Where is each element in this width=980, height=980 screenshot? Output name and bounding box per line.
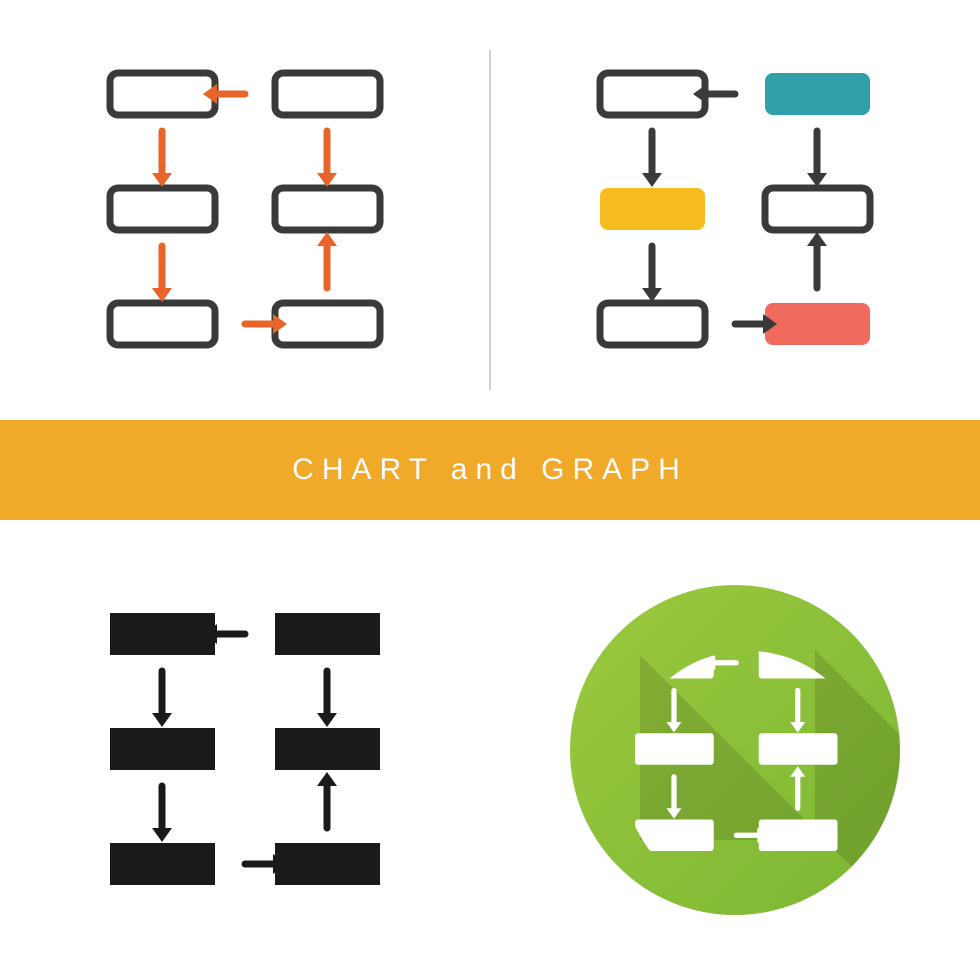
arrowhead-icon — [152, 828, 172, 842]
variant-solid-black — [0, 520, 490, 980]
flow-box — [275, 303, 380, 345]
flow-box — [600, 188, 705, 230]
flow-box — [759, 820, 838, 852]
flow-box — [600, 303, 705, 345]
arrowhead-icon — [203, 84, 217, 104]
flow-box — [765, 73, 870, 115]
arrowhead-icon — [273, 314, 287, 334]
flow-box — [275, 188, 380, 230]
arrowhead-icon — [693, 84, 707, 104]
flow-box — [765, 303, 870, 345]
flow-box — [635, 820, 714, 852]
arrowhead-icon — [807, 232, 827, 246]
variant-outline-orange — [0, 0, 490, 420]
flow-box — [110, 303, 215, 345]
variant-circle-green — [490, 520, 980, 980]
flow-box — [275, 728, 380, 770]
flow-box — [759, 733, 838, 765]
flow-box — [765, 188, 870, 230]
flow-box — [600, 73, 705, 115]
flow-box — [275, 843, 380, 885]
flow-box — [110, 188, 215, 230]
bottom-divider — [489, 70, 491, 390]
title-banner: CHART and GRAPH — [0, 420, 980, 520]
arrowhead-icon — [317, 232, 337, 246]
flow-box — [635, 733, 714, 765]
flow-box — [275, 613, 380, 655]
flow-box — [275, 73, 380, 115]
flow-box — [110, 728, 215, 770]
banner-text: CHART and GRAPH — [292, 453, 688, 487]
bottom-row — [0, 520, 980, 980]
flow-box — [110, 613, 215, 655]
flow-box — [110, 73, 215, 115]
flow-box — [110, 843, 215, 885]
arrowhead-icon — [642, 173, 662, 187]
variant-outline-colored — [490, 0, 980, 420]
arrowhead-icon — [317, 772, 337, 786]
arrowhead-icon — [317, 713, 337, 727]
arrowhead-icon — [152, 713, 172, 727]
